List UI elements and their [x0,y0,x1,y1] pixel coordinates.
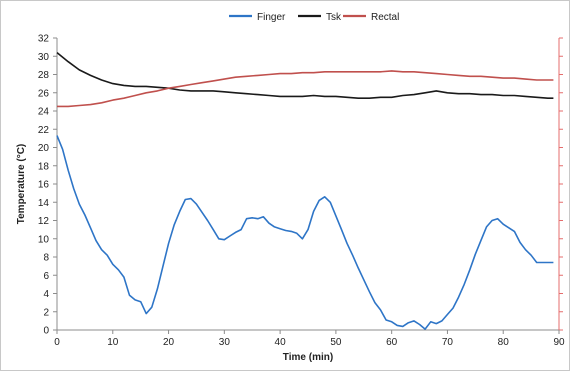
y-tick-label: 22 [38,125,50,136]
x-tick-label: 30 [219,337,231,348]
y-tick-label: 24 [38,107,50,118]
y-tick-label: 0 [43,326,49,337]
legend-label-tsk: Tsk [326,12,342,23]
x-tick-label: 0 [54,337,60,348]
y-tick-label: 30 [38,52,50,63]
y-tick-label: 8 [43,253,49,264]
x-axis-title: Time (min) [283,352,333,363]
x-tick-label: 50 [330,337,342,348]
y-tick-label: 16 [38,180,50,191]
x-tick-label: 10 [107,337,119,348]
x-tick-label: 90 [553,337,565,348]
y-tick-label: 10 [38,234,50,245]
legend-label-finger: Finger [257,12,286,23]
y-tick-label: 32 [38,34,50,45]
y-tick-label: 20 [38,143,50,154]
x-tick-label: 60 [386,337,398,348]
x-tick-label: 20 [163,337,175,348]
y-tick-label: 26 [38,88,50,99]
y-tick-label: 14 [38,198,50,209]
x-tick-label: 40 [275,337,287,348]
x-tick-label: 80 [498,337,510,348]
y-tick-label: 4 [43,289,49,300]
series-line-tsk [56,51,554,99]
y-tick-label: 18 [38,161,50,172]
series-line-rectal [57,70,554,108]
series-line-finger [56,135,554,330]
y-tick-label: 2 [43,307,49,318]
legend-label-rectal: Rectal [371,12,399,23]
y-tick-label: 28 [38,70,50,81]
y-tick-label: 6 [43,271,49,282]
x-tick-label: 70 [442,337,454,348]
y-axis-title: Temperature (°C) [16,144,27,225]
y-tick-label: 12 [38,216,50,227]
